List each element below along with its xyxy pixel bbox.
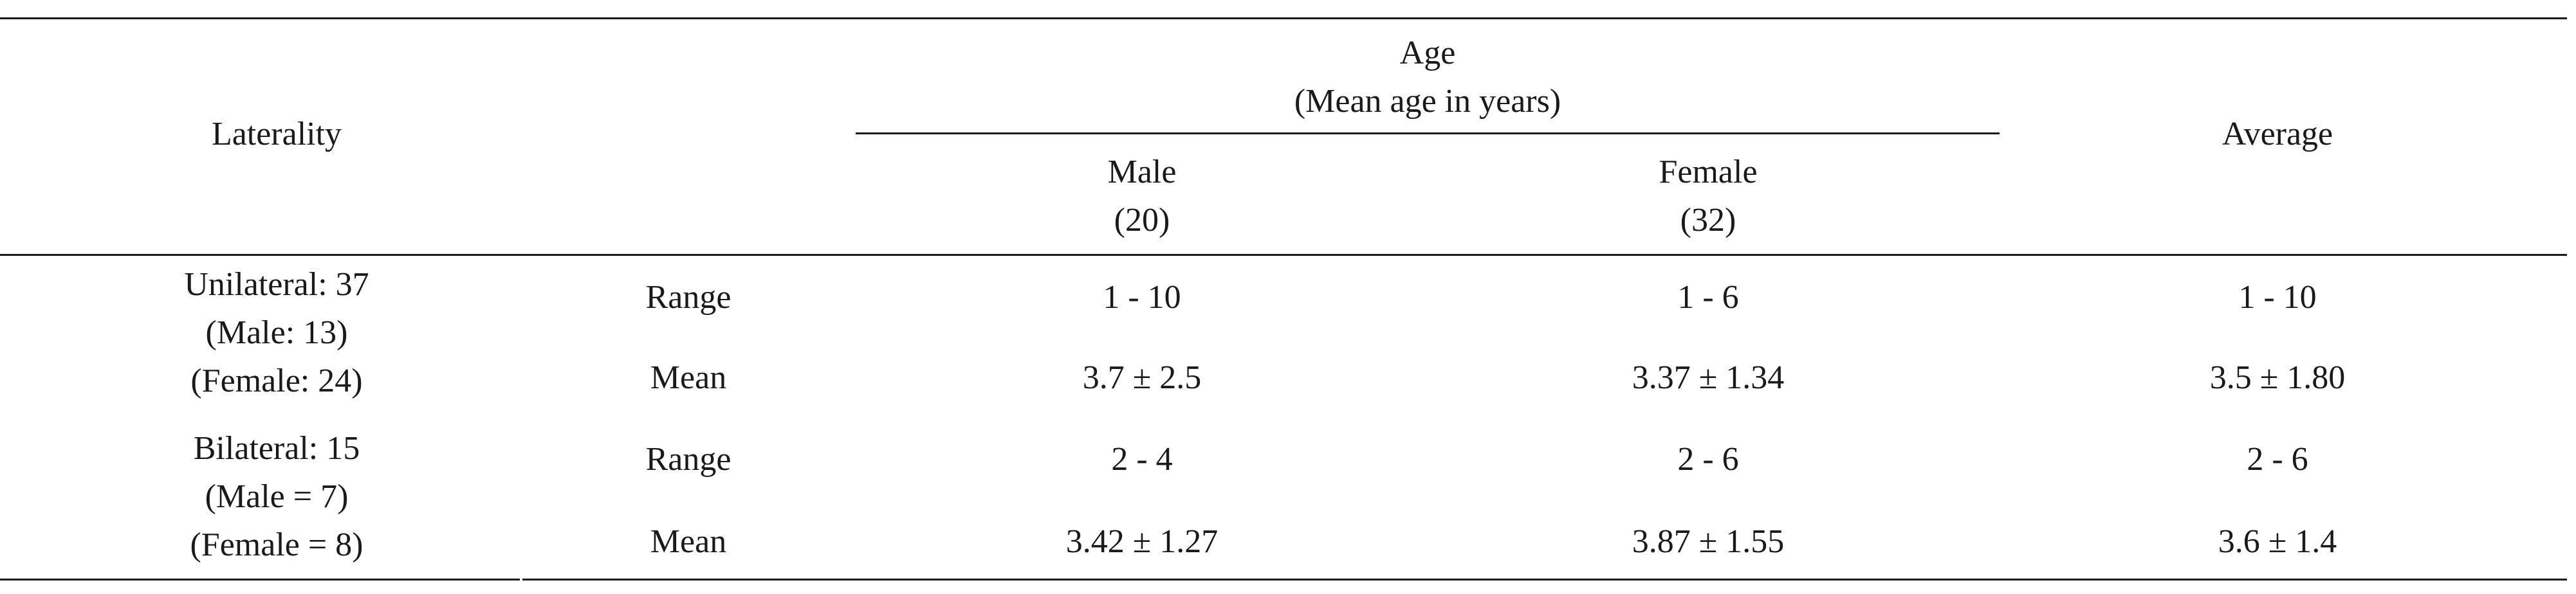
- bottom-rule-left: [0, 579, 520, 580]
- cell-average: 1 - 10: [2238, 279, 2317, 316]
- header-age-subtitle: (Mean age in years): [1294, 83, 1561, 120]
- header-average: Average: [2222, 116, 2333, 152]
- group-label-bilateral: Bilateral: 15 (Male = 7) (Female = 8): [0, 424, 553, 569]
- header-female-label: Female: [1659, 154, 1758, 190]
- group-label-line: (Male: 13): [205, 314, 348, 351]
- row-stat: Mean: [650, 523, 727, 560]
- header-male-label: Male: [1107, 154, 1177, 190]
- header-male: Male (20): [901, 148, 1383, 244]
- group-label-line: (Female = 8): [190, 526, 363, 563]
- cell-male: 1 - 10: [1103, 279, 1181, 316]
- header-bottom-rule: [0, 254, 2567, 256]
- header-male-count: (20): [1114, 202, 1170, 239]
- cell-average: 3.5 ± 1.80: [2209, 359, 2346, 396]
- header-female-count: (32): [1680, 202, 1736, 239]
- top-rule: [0, 17, 2567, 19]
- group-label-line: Bilateral: 15: [193, 430, 360, 467]
- bottom-rule-right: [522, 579, 2567, 580]
- group-label-unilateral: Unilateral: 37 (Male: 13) (Female: 24): [0, 260, 553, 405]
- cell-male: 2 - 4: [1111, 441, 1173, 478]
- group-label-line: (Female: 24): [190, 363, 363, 399]
- group-label-line: Unilateral: 37: [184, 266, 369, 303]
- header-age-title: Age: [1399, 35, 1456, 71]
- row-stat: Range: [645, 279, 731, 316]
- cell-female: 3.87 ± 1.55: [1632, 523, 1785, 560]
- header-laterality: Laterality: [211, 116, 342, 152]
- header-age: Age (Mean age in years): [856, 29, 2000, 125]
- cell-average: 3.6 ± 1.4: [2218, 523, 2337, 560]
- row-stat: Range: [645, 441, 731, 478]
- age-underline: [856, 132, 2000, 134]
- cell-female: 2 - 6: [1677, 441, 1739, 478]
- cell-male: 3.7 ± 2.5: [1082, 359, 1202, 396]
- row-stat: Mean: [650, 359, 727, 396]
- cell-female: 1 - 6: [1677, 279, 1739, 316]
- header-female: Female (32): [1467, 148, 1949, 244]
- group-label-line: (Male = 7): [205, 478, 349, 515]
- cell-average: 2 - 6: [2247, 441, 2308, 478]
- cell-male: 3.42 ± 1.27: [1065, 523, 1219, 560]
- cell-female: 3.37 ± 1.34: [1632, 359, 1785, 396]
